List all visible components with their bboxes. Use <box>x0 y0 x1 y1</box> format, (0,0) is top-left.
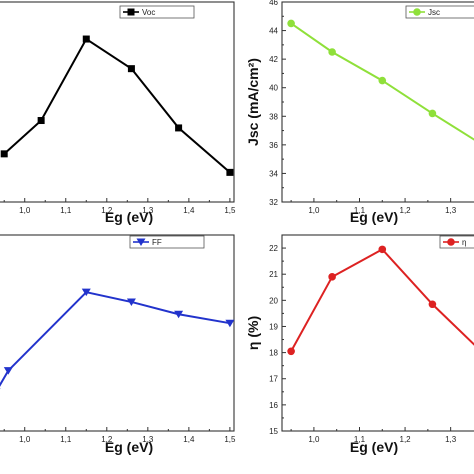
x-tick-label: 1,0 <box>19 206 31 215</box>
data-point <box>378 76 387 85</box>
series-line-Voc <box>3 37 231 174</box>
data-point <box>126 298 136 306</box>
x-tick-label: 1,2 <box>400 435 412 444</box>
y-tick-label: 22 <box>269 244 278 253</box>
data-point <box>174 310 184 319</box>
x-axis-title: Eg (eV) <box>350 439 398 455</box>
y-tick-label: 42 <box>269 55 278 64</box>
x-tick-label: 1,1 <box>60 435 72 444</box>
x-axis-title: Eg (eV) <box>105 209 153 225</box>
x-tick-label: 1,4 <box>183 435 195 444</box>
y-tick-label: 34 <box>269 169 278 178</box>
data-point <box>175 124 183 132</box>
plot-frame <box>281 234 474 432</box>
legend-box <box>405 5 474 19</box>
legend-label: η <box>462 238 466 247</box>
y-tick-label: 20 <box>269 296 278 305</box>
data-point <box>378 245 387 254</box>
data-point <box>226 168 234 176</box>
x-tick-label: 1,1 <box>354 206 366 215</box>
chart-panel-4: 1,0 1,1 1,2 1,3 15 16 17 18 19 20 21 22 Eg (eV) η (%)… <box>245 234 474 455</box>
legend-marker <box>136 238 146 246</box>
plot-frame <box>281 1 474 203</box>
x-axis-title: Eg (eV) <box>350 209 398 225</box>
data-point <box>287 19 295 28</box>
data-point <box>328 48 336 56</box>
x-axis-title: Eg (eV) <box>105 439 153 455</box>
data-point <box>3 367 13 375</box>
x-tick-label: 1,3 <box>445 206 457 215</box>
y-axis-title: η (%) <box>245 316 261 350</box>
legend-box <box>129 235 205 249</box>
x-tick-label: 1,3 <box>142 435 154 444</box>
y-tick-label: 16 <box>269 401 278 410</box>
x-tick-label: 1,5 <box>224 435 236 444</box>
y-tick-label: 46 <box>269 0 278 7</box>
chart-panel-3: 1,0 1,1 1,2 1,3 1,4 1,5 Eg (eV) FF <box>0 234 236 455</box>
legend-label: Jsc <box>428 8 440 17</box>
y-tick-label: 18 <box>269 349 278 358</box>
legend-box <box>119 5 195 19</box>
data-point <box>127 65 135 73</box>
chart-panel-1: 1,0 1,1 1,2 1,3 1,4 1,5 Eg (eV) Voc <box>0 1 236 225</box>
data-point <box>37 117 45 125</box>
x-tick-label: 1,2 <box>400 206 412 215</box>
data-point <box>287 347 295 356</box>
y-tick-label: 19 <box>269 322 278 331</box>
plot-frame <box>0 1 235 203</box>
y-tick-label: 21 <box>269 270 278 279</box>
data-point <box>82 35 90 43</box>
legend-label: FF <box>152 238 162 247</box>
y-tick-label: 44 <box>269 27 278 36</box>
plot-frame <box>0 234 235 432</box>
legend-marker <box>413 8 421 16</box>
x-tick-label: 1,5 <box>224 206 236 215</box>
series-line-η <box>290 248 474 352</box>
data-point <box>225 319 235 328</box>
x-tick-label: 1,3 <box>445 435 457 444</box>
data-point <box>81 288 91 297</box>
x-tick-label: 1,3 <box>142 206 154 215</box>
x-tick-label: 1,1 <box>60 206 72 215</box>
y-tick-label: 17 <box>269 375 278 384</box>
data-point <box>328 273 336 281</box>
data-point <box>428 300 437 309</box>
y-tick-label: 15 <box>269 427 278 436</box>
legend-label: Voc <box>142 8 155 17</box>
y-tick-label: 32 <box>269 198 278 207</box>
legend-marker <box>127 8 135 16</box>
y-axis-title: Jsc (mA/cm²) <box>245 58 261 146</box>
x-tick-label: 1,0 <box>308 206 320 215</box>
x-tick-label: 1,0 <box>19 435 31 444</box>
chart-panel-2: 1,0 1,1 1,2 1,3 32 34 36 38 40 42 44 46 Eg (eV) Jsc (… <box>245 0 474 225</box>
data-point <box>0 388 1 390</box>
y-tick-label: 38 <box>269 112 278 121</box>
series-line-FF <box>0 291 231 387</box>
x-tick-label: 1,2 <box>101 206 113 215</box>
data-point <box>428 109 437 118</box>
x-tick-label: 1,4 <box>183 206 195 215</box>
x-tick-label: 1,1 <box>354 435 366 444</box>
x-tick-label: 1,0 <box>308 435 320 444</box>
data-point <box>0 150 8 158</box>
y-tick-label: 40 <box>269 84 278 93</box>
y-tick-label: 36 <box>269 141 278 150</box>
x-tick-label: 1,2 <box>101 435 113 444</box>
legend-marker <box>447 238 455 246</box>
